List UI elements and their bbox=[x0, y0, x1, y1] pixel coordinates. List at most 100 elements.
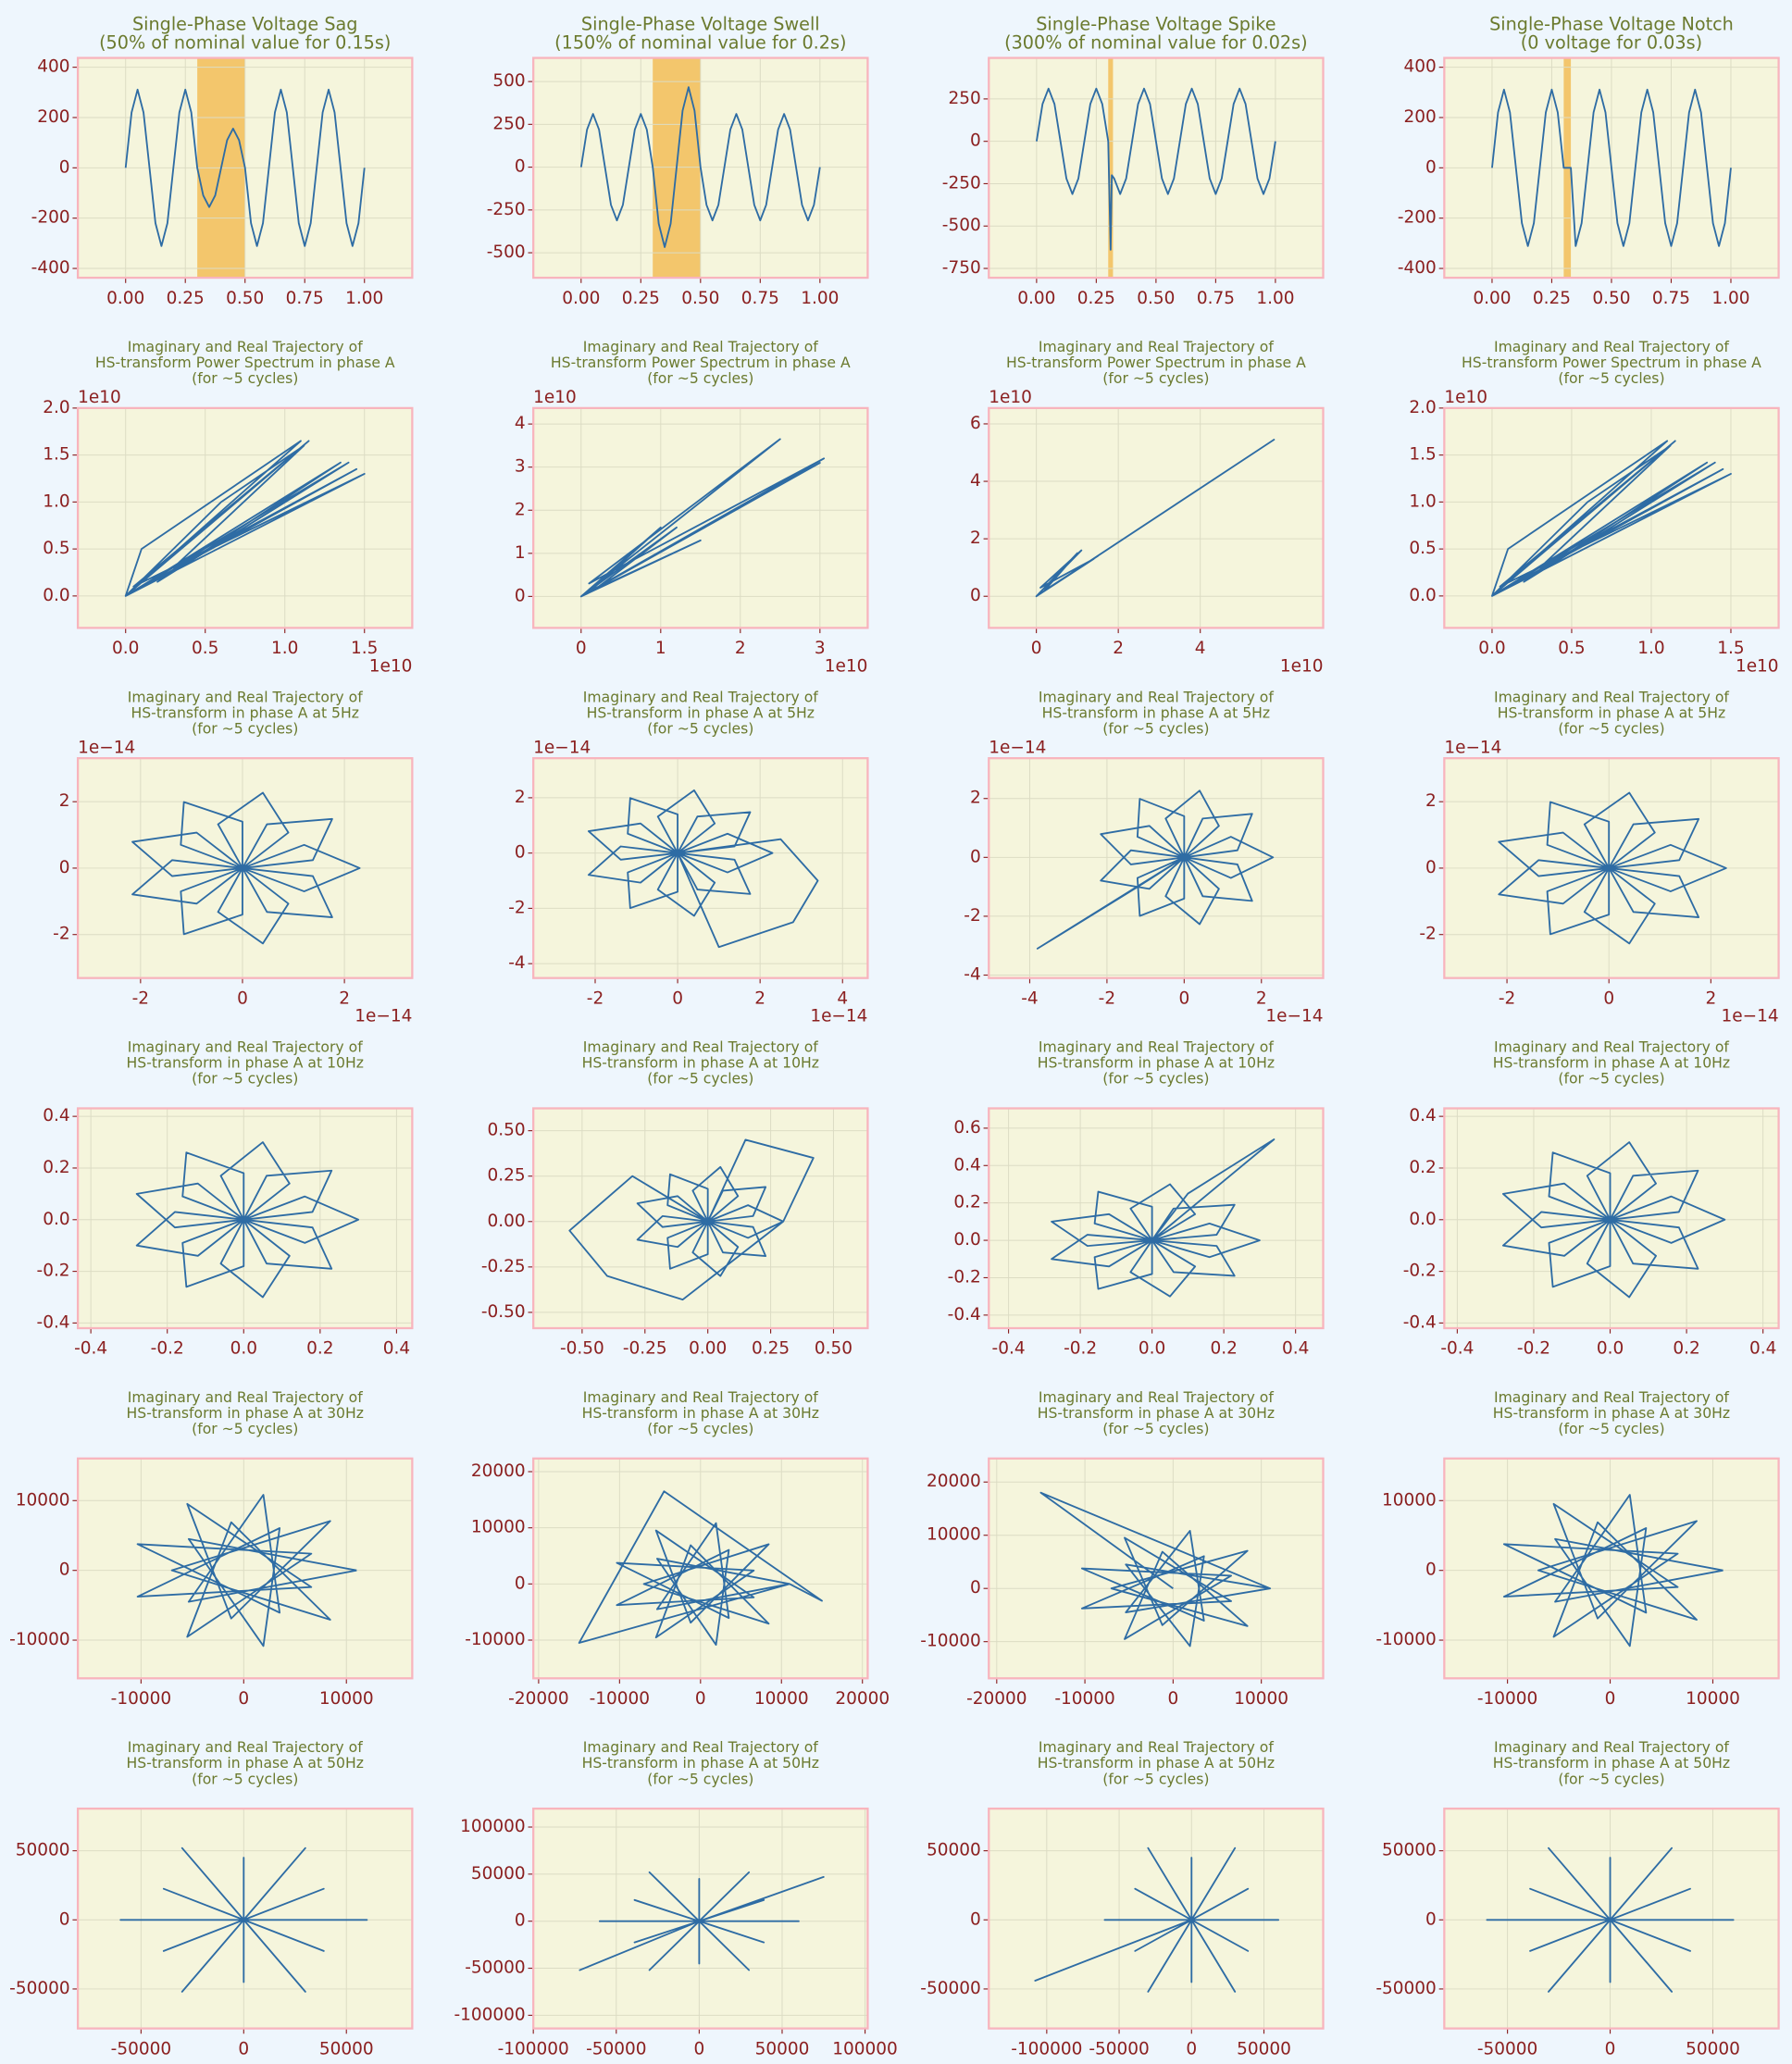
x-tick-label: 1 bbox=[655, 639, 666, 658]
plot-area bbox=[989, 758, 1324, 978]
chart-title: HS-transform in phase A at 30Hz bbox=[1038, 1404, 1275, 1422]
x-tick-label: -2 bbox=[587, 988, 604, 1008]
y-tick-label: 0.5 bbox=[43, 539, 69, 558]
x-tick-label: 1.00 bbox=[1256, 289, 1294, 308]
y-tick-label: -2 bbox=[1419, 925, 1436, 944]
chart-title: HS-transform Power Spectrum in phase A bbox=[95, 354, 395, 371]
y-tick-label: 1.0 bbox=[1409, 491, 1436, 511]
chart-title: HS-transform Power Spectrum in phase A bbox=[551, 354, 851, 371]
x-tick-label: 0.50 bbox=[1137, 289, 1175, 308]
y-tick-label: 0 bbox=[59, 858, 70, 877]
x-tick-label: -0.4 bbox=[74, 1339, 107, 1359]
plot-frame bbox=[988, 1807, 1325, 2030]
trajectory-line bbox=[578, 1490, 823, 1646]
plot-area bbox=[989, 1809, 1324, 2029]
x-tick-label: 2 bbox=[735, 639, 746, 658]
chart-title: HS-transform in phase A at 30Hz bbox=[127, 1404, 364, 1422]
x-tick-label: 0.4 bbox=[1282, 1339, 1309, 1359]
x-tick-label: 0 bbox=[237, 988, 248, 1008]
chart-title: (for ~5 cycles) bbox=[1558, 1420, 1664, 1437]
y-tick-label: -0.2 bbox=[37, 1262, 70, 1281]
chart-title: Single-Phase Voltage Sag bbox=[132, 14, 357, 35]
y-tick-label: -10000 bbox=[920, 1632, 980, 1651]
chart-title: HS-transform in phase A at 50Hz bbox=[582, 1754, 819, 1772]
x-tick-label: 1.0 bbox=[1637, 639, 1664, 658]
plot-area bbox=[533, 758, 868, 978]
x-tick-label: 0 bbox=[1605, 1689, 1616, 1709]
trajectory-line bbox=[124, 440, 366, 597]
x-tick-label: 2 bbox=[1705, 988, 1716, 1008]
plot-frame bbox=[532, 56, 869, 280]
y-tick-label: -0.2 bbox=[1403, 1262, 1437, 1281]
chart-title: HS-transform Power Spectrum in phase A bbox=[1462, 354, 1761, 371]
y-tick-label: -200 bbox=[31, 208, 70, 228]
y-tick-label: -0.50 bbox=[481, 1302, 526, 1322]
chart-title: HS-transform in phase A at 10Hz bbox=[1493, 1054, 1730, 1072]
x-tick-label: 0 bbox=[1605, 2039, 1616, 2058]
x-tick-label: -0.2 bbox=[1064, 1339, 1097, 1359]
chart-title: Imaginary and Real Trajectory of bbox=[1494, 1738, 1729, 1756]
trajectory-line bbox=[1035, 439, 1276, 598]
trajectory-line bbox=[1036, 790, 1275, 950]
chart-title: (for ~5 cycles) bbox=[1558, 1770, 1664, 1787]
x-tick-label: 1.0 bbox=[271, 639, 298, 658]
chart-title: HS-transform in phase A at 30Hz bbox=[582, 1404, 819, 1422]
plot-frame bbox=[532, 1457, 869, 1680]
x-tick-label: 4 bbox=[837, 988, 848, 1008]
x-tick-label: 0.50 bbox=[226, 289, 264, 308]
x-tick-label: 0.00 bbox=[689, 1339, 727, 1359]
x-tick-label: 0.25 bbox=[622, 289, 660, 308]
trajectory-line bbox=[579, 1871, 825, 1971]
plot-frame bbox=[76, 1457, 414, 1680]
chart-title: Imaginary and Real Trajectory of bbox=[128, 1388, 363, 1406]
x-offset-label: 1e−14 bbox=[355, 1007, 412, 1026]
y-offset-label: 1e−14 bbox=[1444, 738, 1501, 757]
y-tick-label: -250 bbox=[487, 200, 526, 219]
y-tick-label: 0.0 bbox=[953, 1230, 980, 1250]
chart-title: Imaginary and Real Trajectory of bbox=[128, 338, 363, 355]
x-tick-label: 0 bbox=[695, 1689, 706, 1709]
y-tick-label: -400 bbox=[31, 258, 70, 278]
y-tick-label: 0.6 bbox=[953, 1118, 980, 1138]
y-tick-label: 0 bbox=[515, 1911, 526, 1931]
y-tick-label: -200 bbox=[1398, 208, 1437, 228]
y-tick-label: 0 bbox=[59, 1909, 70, 1929]
y-tick-label: 20000 bbox=[471, 1461, 526, 1481]
y-tick-label: -0.4 bbox=[37, 1312, 70, 1332]
chart-title: HS-transform in phase A at 5Hz bbox=[1498, 703, 1725, 721]
trajectory-line bbox=[1051, 1138, 1276, 1298]
y-tick-label: 0 bbox=[970, 1578, 981, 1598]
plot-frame bbox=[76, 56, 414, 280]
x-tick-label: 0.0 bbox=[230, 1339, 257, 1359]
x-tick-label: 50000 bbox=[1686, 2039, 1740, 2058]
chart-title: (for ~5 cycles) bbox=[1558, 369, 1664, 387]
y-tick-label: 200 bbox=[1404, 107, 1437, 127]
plot-frame bbox=[76, 1107, 414, 1330]
x-offset-label: 1e10 bbox=[825, 656, 868, 676]
x-tick-label: 0 bbox=[1603, 988, 1614, 1008]
plot-frame bbox=[988, 1457, 1325, 1680]
x-offset-label: 1e−14 bbox=[810, 1007, 867, 1026]
y-offset-label: 1e10 bbox=[533, 388, 577, 407]
y-tick-label: -50000 bbox=[9, 1979, 69, 1998]
y-tick-label: -4 bbox=[964, 965, 980, 985]
y-tick-label: 0 bbox=[59, 157, 70, 177]
y-tick-label: -50000 bbox=[920, 1979, 980, 1998]
x-tick-label: 1.00 bbox=[801, 289, 839, 308]
chart-title: (for ~5 cycles) bbox=[192, 1420, 298, 1437]
x-tick-label: 0 bbox=[693, 2039, 704, 2058]
chart-title: (for ~5 cycles) bbox=[192, 1770, 298, 1787]
chart-title: (150% of nominal value for 0.2s) bbox=[554, 31, 846, 53]
chart-title: (300% of nominal value for 0.02s) bbox=[1004, 31, 1308, 53]
chart-title: Single-Phase Voltage Swell bbox=[581, 14, 820, 35]
y-tick-label: 0 bbox=[59, 1560, 70, 1580]
y-tick-label: -10000 bbox=[9, 1630, 69, 1649]
y-tick-label: 10000 bbox=[1382, 1490, 1437, 1510]
chart-title: Imaginary and Real Trajectory of bbox=[583, 1738, 818, 1756]
chart-title: (for ~5 cycles) bbox=[647, 369, 753, 387]
trajectory-line bbox=[1498, 791, 1727, 945]
x-tick-label: 0.75 bbox=[741, 289, 779, 308]
x-tick-label: -0.50 bbox=[560, 1339, 604, 1359]
chart-title: (for ~5 cycles) bbox=[192, 369, 298, 387]
